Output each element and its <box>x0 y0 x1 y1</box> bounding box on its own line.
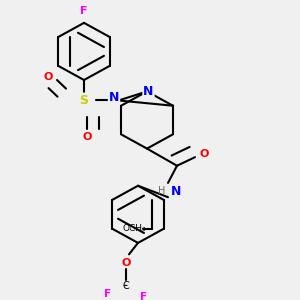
Text: F: F <box>140 292 148 300</box>
Text: N: N <box>109 91 119 104</box>
Text: F: F <box>80 6 88 16</box>
Text: O: O <box>199 149 209 159</box>
Text: O: O <box>82 132 92 142</box>
Text: O: O <box>121 258 131 268</box>
Text: S: S <box>80 94 88 106</box>
Text: OCH₃: OCH₃ <box>122 224 146 233</box>
Text: C: C <box>123 281 129 291</box>
Text: F: F <box>104 289 112 299</box>
Text: H: H <box>158 187 165 196</box>
Text: O: O <box>43 72 53 82</box>
Text: N: N <box>171 185 181 198</box>
Text: N: N <box>143 85 154 98</box>
